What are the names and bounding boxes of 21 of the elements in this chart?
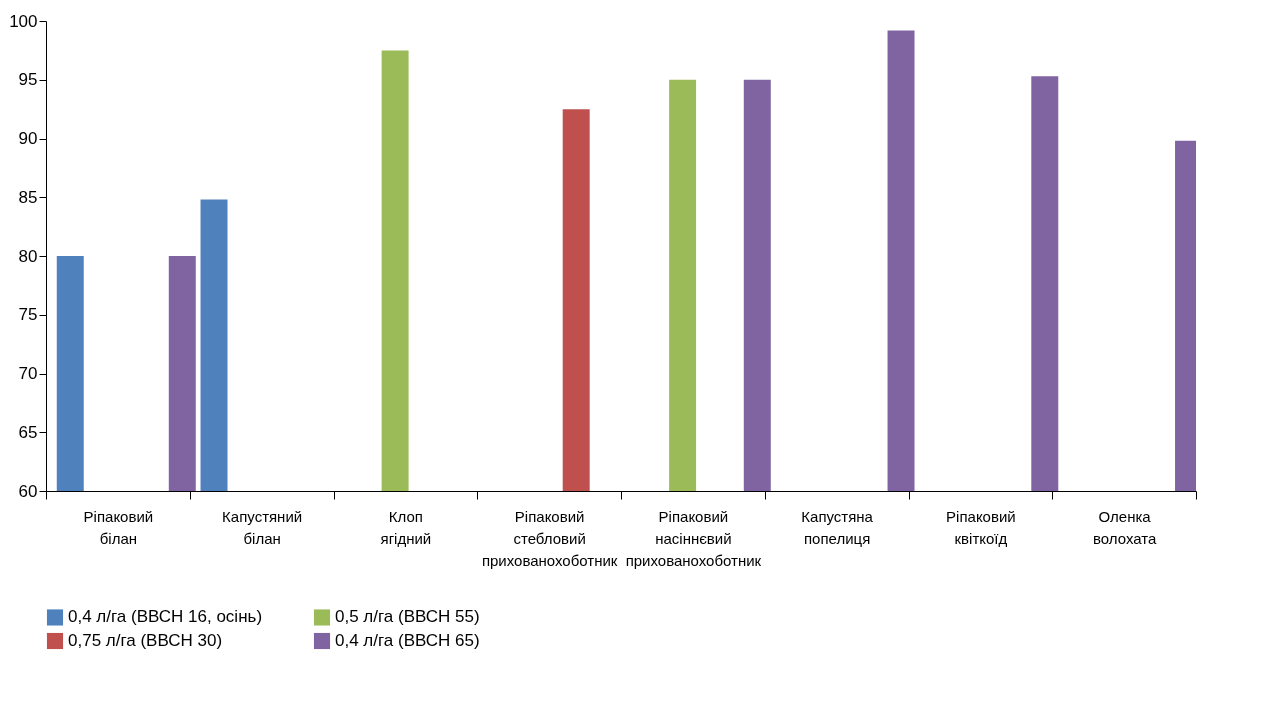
x-tick-label: Ріпаковий квіткоїд [946,507,1016,547]
x-tick-label: Ріпаковий насіннєвий прихованохоботник [625,507,762,569]
y-tick-label: 65 [18,422,38,442]
legend-label: 0,4 л/га (ВВСН 65) [335,631,480,650]
y-tick-label: 60 [18,481,38,501]
x-tick-label: Ріпаковий білан [83,507,154,547]
legend-label: 0,4 л/га (ВВСН 16, осінь) [68,607,263,627]
y-tick-label: 90 [18,129,38,148]
x-tick-label: Ріпаковий стебловий прихованохоботник [481,507,618,569]
x-tick-label: Капустяний білан [222,507,303,547]
x-tick-label: Капустяна попелиця [801,507,874,547]
legend-label: 0,5 л/га (ВВСН 55) [335,607,480,627]
y-tick-label: 80 [18,246,38,266]
y-tick-label: 95 [18,70,38,90]
y-tick-label: 75 [18,305,38,325]
y-tick-label: 100 [9,11,38,31]
y-tick-label: 70 [18,364,38,383]
x-tick-label: Оленка волохата [1092,507,1157,547]
y-tick-label: 85 [18,187,38,207]
legend-label: 0,75 л/га (ВВСН 30) [68,631,223,650]
x-tick-label: Клоп ягідний [380,507,432,547]
